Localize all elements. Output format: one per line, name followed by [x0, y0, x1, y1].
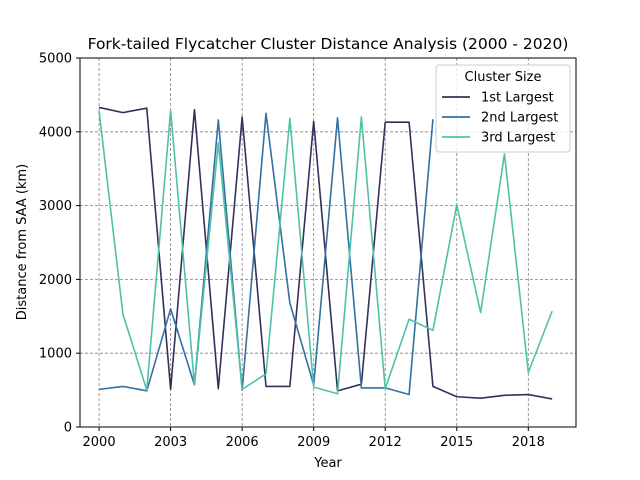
legend-box: [435, 64, 571, 153]
x-tick-label: 2006: [226, 435, 259, 450]
x-tick-label: 2018: [512, 435, 545, 450]
legend-label-3: 3rd Largest: [481, 131, 555, 146]
x-tick-label: 2015: [440, 435, 473, 450]
series-line-2: [98, 112, 434, 396]
legend-title: Cluster Size: [465, 70, 542, 85]
axis-ticks: 2000 2003 2006 2009 2012 2015 2018 0 1000 2000 300…: [39, 52, 545, 451]
y-tick-label: 2000: [39, 273, 72, 288]
y-tick-label: 5000: [39, 52, 72, 67]
legend-label-1: 1st Largest: [481, 91, 554, 106]
x-tick-label: 2012: [369, 435, 402, 450]
chart-title: Fork-tailed Flycatcher Cluster Distance …: [88, 35, 569, 53]
legend-items: 1st Largest 2nd Largest 3rd Largest: [442, 91, 558, 146]
legend: Cluster Size 1st Largest 2nd Largest 3rd L…: [435, 64, 571, 153]
y-tick-label: 3000: [39, 199, 72, 214]
x-tick-label: 2003: [154, 435, 187, 450]
legend-label-2: 2nd Largest: [481, 111, 558, 126]
y-tick-label: 4000: [39, 125, 72, 140]
x-tick-label: 2000: [83, 435, 116, 450]
plot-area-frame: [79, 57, 577, 428]
y-tick-label: 1000: [39, 347, 72, 362]
y-axis-label: Distance from SAA (km): [15, 164, 30, 320]
series-line-3: [98, 109, 553, 395]
x-tick-label: 2009: [297, 435, 330, 450]
y-tick-label: 0: [64, 421, 72, 436]
x-axis-label: Year: [313, 456, 342, 471]
series-lines: [98, 106, 553, 400]
